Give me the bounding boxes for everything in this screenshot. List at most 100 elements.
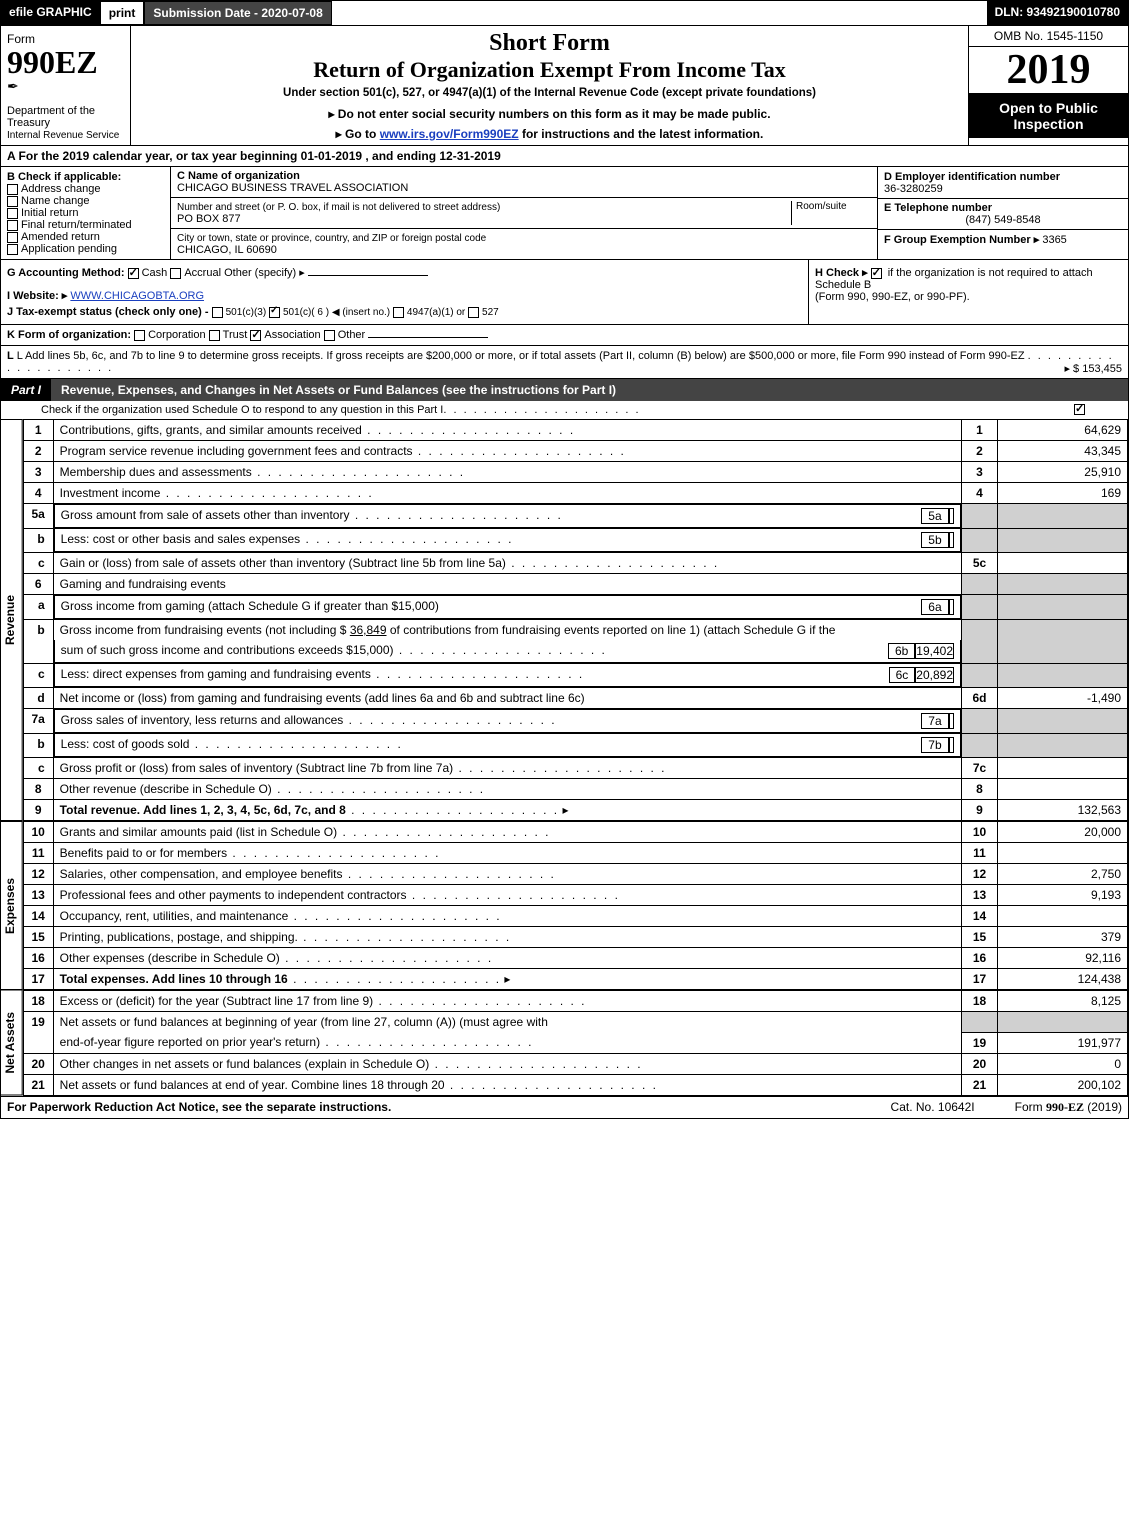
col-b-checkboxes: B Check if applicable: Address change Na… <box>1 167 171 259</box>
chk-other-org[interactable] <box>324 330 335 341</box>
row-k: K Form of organization: Corporation Trus… <box>1 324 1128 345</box>
revenue-table: 1Contributions, gifts, grants, and simil… <box>23 419 1128 821</box>
irs-link[interactable]: www.irs.gov/Form990EZ <box>380 127 519 141</box>
line8-amt <box>998 779 1128 800</box>
chk-schedule-o-part1[interactable] <box>1074 404 1085 415</box>
line16-amt: 92,116 <box>998 948 1128 969</box>
row-a-tax-year: A For the 2019 calendar year, or tax yea… <box>1 145 1128 166</box>
d-label: D Employer identification number <box>884 171 1060 183</box>
footer: For Paperwork Reduction Act Notice, see … <box>1 1096 1128 1118</box>
col-g: G Accounting Method: Cash Accrual Other … <box>1 260 808 324</box>
return-title: Return of Organization Exempt From Incom… <box>135 57 964 83</box>
tax-year: 2019 <box>969 47 1128 94</box>
chk-assoc[interactable] <box>250 330 261 341</box>
row-g-h: G Accounting Method: Cash Accrual Other … <box>1 259 1128 324</box>
part1-sub: Check if the organization used Schedule … <box>1 401 1128 419</box>
revenue-section: Revenue 1Contributions, gifts, grants, a… <box>1 419 1128 821</box>
j-label: J Tax-exempt status (check only one) - <box>7 306 209 318</box>
line1-amt: 64,629 <box>998 420 1128 441</box>
chk-corp[interactable] <box>134 330 145 341</box>
chk-initial-return[interactable] <box>7 208 18 219</box>
line4-amt: 169 <box>998 483 1128 504</box>
chk-address-change[interactable] <box>7 184 18 195</box>
line9-amt: 132,563 <box>998 800 1128 821</box>
under-section: Under section 501(c), 527, or 4947(a)(1)… <box>135 87 964 99</box>
header-center: Short Form Return of Organization Exempt… <box>131 26 968 145</box>
expenses-tab: Expenses <box>1 821 23 990</box>
chk-4947a1[interactable] <box>393 307 404 318</box>
i-label: I Website: ▸ <box>7 290 67 302</box>
chk-527[interactable] <box>468 307 479 318</box>
chk-501c[interactable] <box>269 307 280 318</box>
line13-amt: 9,193 <box>998 885 1128 906</box>
line20-amt: 0 <box>998 1053 1128 1074</box>
part1-header: Part I Revenue, Expenses, and Changes in… <box>1 378 1128 401</box>
street-value: PO BOX 877 <box>177 213 241 225</box>
chk-application-pending[interactable] <box>7 244 18 255</box>
form-ref: Form 990-EZ (2019) <box>1015 1100 1122 1115</box>
netassets-section: Net Assets 18Excess or (deficit) for the… <box>1 990 1128 1096</box>
line6b-contrib: 36,849 <box>350 623 387 637</box>
expenses-table: 10Grants and similar amounts paid (list … <box>23 821 1128 990</box>
other-org-field[interactable] <box>368 337 488 338</box>
line15-amt: 379 <box>998 927 1128 948</box>
print-button[interactable]: print <box>100 1 145 25</box>
line6b-amt: 19,402 <box>915 643 954 659</box>
line19-amt: 191,977 <box>998 1032 1128 1053</box>
line3-amt: 25,910 <box>998 462 1128 483</box>
header-row: Form 990EZ ✒ Department of the Treasury … <box>1 25 1128 145</box>
org-name: CHICAGO BUSINESS TRAVEL ASSOCIATION <box>177 182 408 194</box>
chk-accrual[interactable] <box>170 268 181 279</box>
open-to-public: Open to Public Inspection <box>969 94 1128 138</box>
chk-trust[interactable] <box>209 330 220 341</box>
other-specify-field[interactable] <box>308 275 428 276</box>
line2-amt: 43,345 <box>998 441 1128 462</box>
chk-h[interactable] <box>871 268 882 279</box>
l-text: L Add lines 5b, 6c, and 7b to line 9 to … <box>17 350 1025 362</box>
line7c-amt <box>998 758 1128 779</box>
chk-cash[interactable] <box>128 268 139 279</box>
do-not-enter: ▸ Do not enter social security numbers o… <box>135 107 964 121</box>
chk-amended-return[interactable] <box>7 232 18 243</box>
line12-amt: 2,750 <box>998 864 1128 885</box>
expenses-section: Expenses 10Grants and similar amounts pa… <box>1 821 1128 990</box>
col-b-title: B Check if applicable: <box>7 171 121 183</box>
form-page: efile GRAPHIC print Submission Date - 20… <box>0 0 1129 1119</box>
department-label: Department of the Treasury Internal Reve… <box>7 105 130 141</box>
header-left: Form 990EZ ✒ Department of the Treasury … <box>1 26 131 145</box>
short-form-title: Short Form <box>135 30 964 57</box>
netassets-table: 18Excess or (deficit) for the year (Subt… <box>23 990 1128 1096</box>
chk-final-return[interactable] <box>7 220 18 231</box>
website-link[interactable]: WWW.CHICAGOBTA.ORG <box>70 290 204 302</box>
efile-label: efile GRAPHIC <box>1 1 100 25</box>
h-label: H Check ▸ <box>815 267 868 279</box>
group-exemption-value: 3365 <box>1042 234 1066 246</box>
submission-date: Submission Date - 2020-07-08 <box>144 1 331 25</box>
cat-no: Cat. No. 10642I <box>891 1100 975 1115</box>
chk-name-change[interactable] <box>7 196 18 207</box>
city-label: City or town, state or province, country… <box>177 233 486 244</box>
phone-value: (847) 549-8548 <box>884 214 1122 226</box>
e-label: E Telephone number <box>884 202 992 214</box>
line11-amt <box>998 843 1128 864</box>
chk-501c3[interactable] <box>212 307 223 318</box>
part1-title: Revenue, Expenses, and Changes in Net As… <box>51 379 1128 401</box>
header-right: OMB No. 1545-1150 2019 Open to Public In… <box>968 26 1128 145</box>
top-bar: efile GRAPHIC print Submission Date - 20… <box>1 1 1128 25</box>
line6d-amt: -1,490 <box>998 688 1128 709</box>
g-label: G Accounting Method: <box>7 267 125 279</box>
goto-line: ▸ Go to www.irs.gov/Form990EZ for instru… <box>135 127 964 141</box>
k-label: K Form of organization: <box>7 329 131 341</box>
line18-amt: 8,125 <box>998 991 1128 1012</box>
city-value: CHICAGO, IL 60690 <box>177 244 277 256</box>
netassets-tab: Net Assets <box>1 990 23 1096</box>
c-label: C Name of organization <box>177 170 300 182</box>
h-subtext: (Form 990, 990-EZ, or 990-PF). <box>815 291 970 303</box>
row-l: L L Add lines 5b, 6c, and 7b to line 9 t… <box>1 345 1128 378</box>
part1-label: Part I <box>1 379 51 401</box>
dln-label: DLN: 93492190010780 <box>987 1 1128 25</box>
line21-amt: 200,102 <box>998 1074 1128 1095</box>
col-c-name-address: C Name of organization CHICAGO BUSINESS … <box>171 167 878 259</box>
l-amount: ▸ $ 153,455 <box>1064 362 1122 375</box>
row-b-to-f: B Check if applicable: Address change Na… <box>1 166 1128 259</box>
